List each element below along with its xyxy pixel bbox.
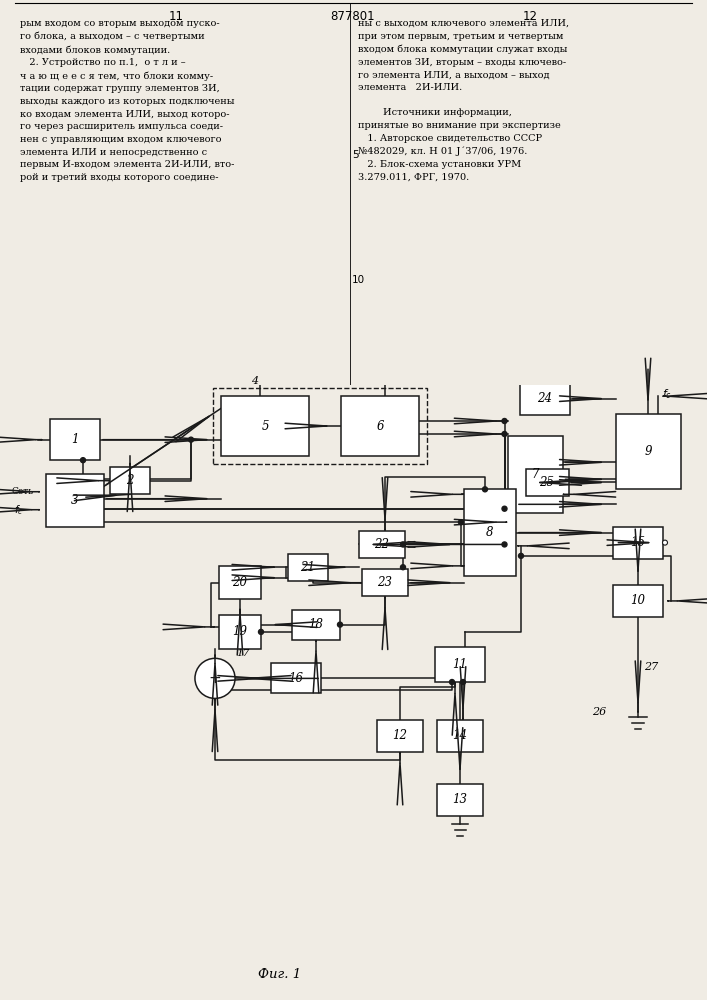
Text: 877801: 877801 bbox=[331, 10, 375, 23]
Text: 12: 12 bbox=[522, 10, 537, 23]
Text: 14: 14 bbox=[452, 729, 467, 742]
Bar bbox=[46, 474, 104, 527]
Text: 5: 5 bbox=[262, 420, 269, 432]
Text: рым входом со вторым выходом пуско-
го блока, а выходом – с четвертыми
входами б: рым входом со вторым выходом пуско- го б… bbox=[20, 19, 235, 182]
Text: 26: 26 bbox=[592, 707, 606, 717]
Bar bbox=[213, 388, 427, 464]
Text: 17: 17 bbox=[236, 649, 250, 658]
Bar bbox=[50, 419, 100, 460]
Bar bbox=[437, 784, 483, 816]
Circle shape bbox=[662, 540, 667, 545]
Text: Фиг. 1: Фиг. 1 bbox=[259, 968, 302, 982]
Text: 19: 19 bbox=[233, 625, 247, 638]
Circle shape bbox=[502, 432, 507, 436]
Circle shape bbox=[81, 458, 86, 463]
Circle shape bbox=[195, 658, 235, 698]
Text: +: + bbox=[209, 671, 221, 686]
Bar bbox=[219, 615, 261, 649]
Bar bbox=[219, 566, 261, 599]
Bar bbox=[362, 569, 408, 596]
Text: 5: 5 bbox=[352, 150, 358, 160]
Bar bbox=[221, 396, 309, 456]
Bar bbox=[359, 531, 405, 558]
Bar bbox=[377, 720, 423, 752]
Text: 8: 8 bbox=[486, 526, 493, 539]
Text: $f_c$: $f_c$ bbox=[14, 503, 23, 517]
Text: 21: 21 bbox=[300, 561, 315, 574]
Text: 20: 20 bbox=[233, 576, 247, 589]
Text: 7: 7 bbox=[531, 468, 539, 481]
Circle shape bbox=[400, 542, 406, 547]
Text: ны с выходом ключевого элемента ИЛИ,
при этом первым, третьим и четвертым
входом: ны с выходом ключевого элемента ИЛИ, при… bbox=[358, 19, 569, 181]
Bar bbox=[341, 396, 419, 456]
Text: 27: 27 bbox=[644, 662, 658, 672]
Text: Сеть: Сеть bbox=[11, 487, 33, 496]
Text: 10: 10 bbox=[631, 594, 645, 607]
Circle shape bbox=[337, 622, 342, 627]
Text: 12: 12 bbox=[392, 729, 407, 742]
Text: 2: 2 bbox=[127, 474, 134, 487]
Circle shape bbox=[400, 565, 406, 570]
Text: 16: 16 bbox=[288, 672, 303, 685]
Circle shape bbox=[450, 680, 455, 685]
Text: 11: 11 bbox=[168, 10, 184, 23]
Bar bbox=[437, 720, 483, 752]
Bar bbox=[613, 527, 663, 559]
Text: 6: 6 bbox=[376, 420, 384, 432]
Text: 4: 4 bbox=[252, 376, 259, 386]
Text: 9: 9 bbox=[644, 445, 652, 458]
Bar bbox=[110, 467, 150, 494]
Circle shape bbox=[502, 506, 507, 511]
Circle shape bbox=[259, 629, 264, 634]
Text: 23: 23 bbox=[378, 576, 392, 589]
Bar bbox=[292, 610, 340, 640]
Bar bbox=[508, 436, 563, 513]
Text: $f_c$: $f_c$ bbox=[662, 387, 672, 401]
Text: 3: 3 bbox=[71, 494, 78, 507]
Bar bbox=[288, 554, 328, 581]
Circle shape bbox=[502, 418, 507, 424]
Bar bbox=[464, 489, 516, 576]
Bar bbox=[435, 647, 485, 682]
Circle shape bbox=[502, 542, 507, 547]
Bar bbox=[616, 414, 681, 489]
Text: 22: 22 bbox=[375, 538, 390, 551]
Text: 11: 11 bbox=[452, 658, 467, 671]
Bar bbox=[520, 383, 570, 415]
Text: 1: 1 bbox=[71, 433, 78, 446]
Bar bbox=[271, 663, 321, 693]
Text: 24: 24 bbox=[537, 392, 552, 405]
Circle shape bbox=[518, 553, 523, 558]
Bar bbox=[613, 585, 663, 617]
Circle shape bbox=[382, 364, 387, 369]
Circle shape bbox=[189, 437, 194, 442]
Circle shape bbox=[542, 364, 547, 369]
Text: 13: 13 bbox=[452, 793, 467, 806]
Circle shape bbox=[482, 487, 488, 492]
Text: 10: 10 bbox=[352, 275, 365, 285]
Circle shape bbox=[459, 520, 464, 525]
Text: 25: 25 bbox=[539, 476, 554, 489]
Text: 15: 15 bbox=[631, 536, 645, 549]
Text: 18: 18 bbox=[308, 618, 324, 631]
Circle shape bbox=[460, 680, 465, 685]
Bar bbox=[525, 469, 568, 496]
